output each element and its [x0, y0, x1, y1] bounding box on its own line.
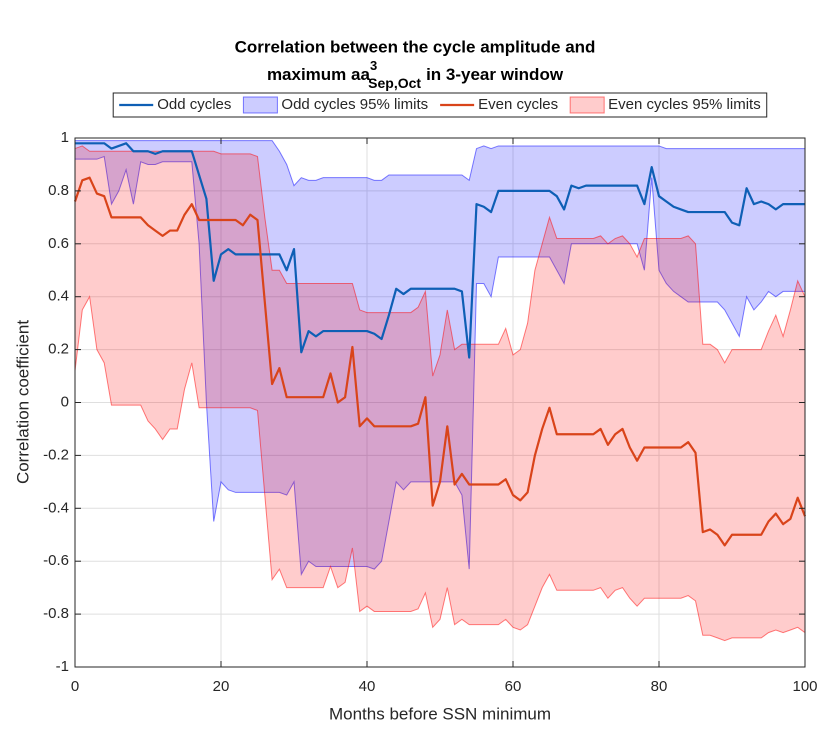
- y-tick-label: 0: [61, 393, 69, 410]
- y-tick-label: -0.6: [43, 552, 69, 569]
- x-tick-label: 100: [792, 678, 817, 695]
- y-tick-label: 0.2: [48, 341, 69, 358]
- x-tick-label: 60: [505, 678, 522, 695]
- data-line: [75, 142, 805, 359]
- y-tick-label: 0.6: [48, 235, 69, 252]
- data-line: [73, 176, 807, 547]
- x-tick-label: 40: [359, 678, 376, 695]
- chart-title: Correlation between the cycle amplitude …: [235, 37, 596, 56]
- legend-swatch: [569, 96, 605, 114]
- y-tick-label: 0.8: [48, 182, 69, 199]
- legend-label: Odd cycles 95% limits: [281, 96, 428, 113]
- title-superscript: 3: [370, 58, 377, 73]
- x-tick-label: 20: [213, 678, 230, 695]
- legend: Odd cycles Odd cycles 95% limits Even cycl…: [112, 92, 768, 118]
- y-tick-label: -1: [56, 658, 69, 675]
- title-part: in 3-year window: [426, 65, 564, 84]
- title-part: maximum aa: [267, 65, 371, 84]
- y-tick-label: 1: [61, 129, 69, 146]
- chart-title-line-2: maximum aa3 Sep,Oct in 3-year window: [267, 58, 564, 90]
- x-axis-label: Months before SSN minimum: [329, 704, 551, 723]
- y-axis-label: Correlation coefficient: [13, 320, 32, 484]
- y-tick-label: -0.2: [43, 446, 69, 463]
- legend-box: [112, 92, 768, 118]
- y-tick-label: -0.4: [43, 499, 69, 516]
- x-tick-label: 0: [71, 678, 79, 695]
- y-tick-label: -0.8: [43, 605, 69, 622]
- y-tick-label: 0.4: [48, 288, 69, 305]
- legend-label: Even cycles 95% limits: [608, 96, 761, 113]
- title-subscript: Sep,Oct: [368, 75, 421, 91]
- legend-label: Even cycles: [478, 96, 558, 113]
- legend-label: Odd cycles: [157, 96, 231, 113]
- x-tick-label: 80: [651, 678, 668, 695]
- legend-swatch: [242, 96, 278, 114]
